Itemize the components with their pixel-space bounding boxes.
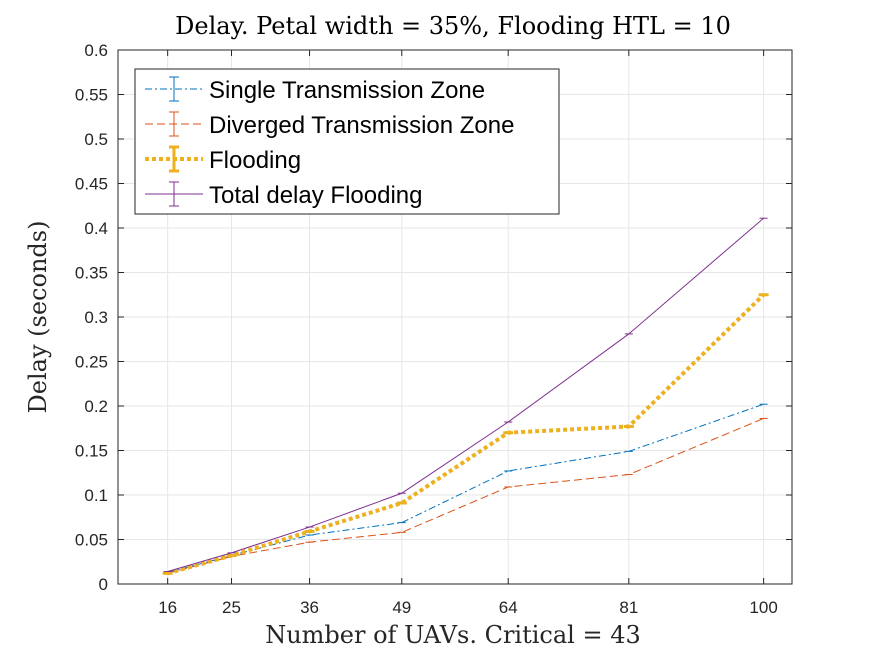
y-tick-label: 0.3	[84, 308, 108, 327]
y-tick-label: 0.4	[84, 219, 108, 238]
x-tick-label: 36	[300, 598, 319, 617]
series-flooding	[162, 293, 769, 576]
y-tick-label: 0.35	[75, 264, 108, 283]
legend-item: Single Transmission Zone	[145, 76, 485, 104]
legend-label: Single Transmission Zone	[209, 77, 485, 104]
y-tick-label: 0.15	[75, 442, 108, 461]
legend-item: Flooding	[145, 145, 301, 174]
legend: Single Transmission Zone Diverged Transmi…	[134, 68, 560, 215]
y-tick-label: 0.45	[75, 175, 108, 194]
x-tick-label: 25	[222, 598, 241, 617]
y-tick-label: 0.1	[84, 486, 108, 505]
x-tick-label: 49	[392, 598, 411, 617]
legend-item: Total delay Flooding	[145, 181, 422, 209]
y-tick-label: 0.55	[75, 86, 108, 105]
x-tick-label: 100	[749, 598, 777, 617]
series-layer	[162, 217, 769, 576]
legend-label: Total delay Flooding	[209, 182, 422, 209]
chart-title: Delay. Petal width = 35%, Flooding HTL =…	[175, 12, 731, 40]
series-total-delay-flooding	[163, 217, 768, 573]
y-tick-label: 0.5	[84, 130, 108, 149]
y-tick-label: 0.25	[75, 353, 108, 372]
ticks: 0 0.05 0.1 0.15 0.2 0.25 0.3 0.35 0.4 0.45 0.5 0.55…	[75, 41, 792, 617]
x-tick-label: 16	[158, 598, 177, 617]
y-tick-label: 0.05	[75, 531, 108, 550]
y-tick-label: 0.6	[84, 41, 108, 60]
x-tick-label: 64	[499, 598, 518, 617]
x-tick-label: 81	[619, 598, 638, 617]
x-axis-title: Number of UAVs. Critical = 43	[265, 621, 641, 649]
legend-item: Diverged Transmission Zone	[145, 111, 514, 139]
y-tick-label: 0.2	[84, 397, 108, 416]
legend-box	[134, 68, 560, 215]
legend-label: Diverged Transmission Zone	[209, 112, 514, 139]
y-tick-label: 0	[99, 575, 108, 594]
legend-label: Flooding	[209, 147, 301, 174]
y-axis-title: Delay (seconds)	[24, 221, 52, 414]
